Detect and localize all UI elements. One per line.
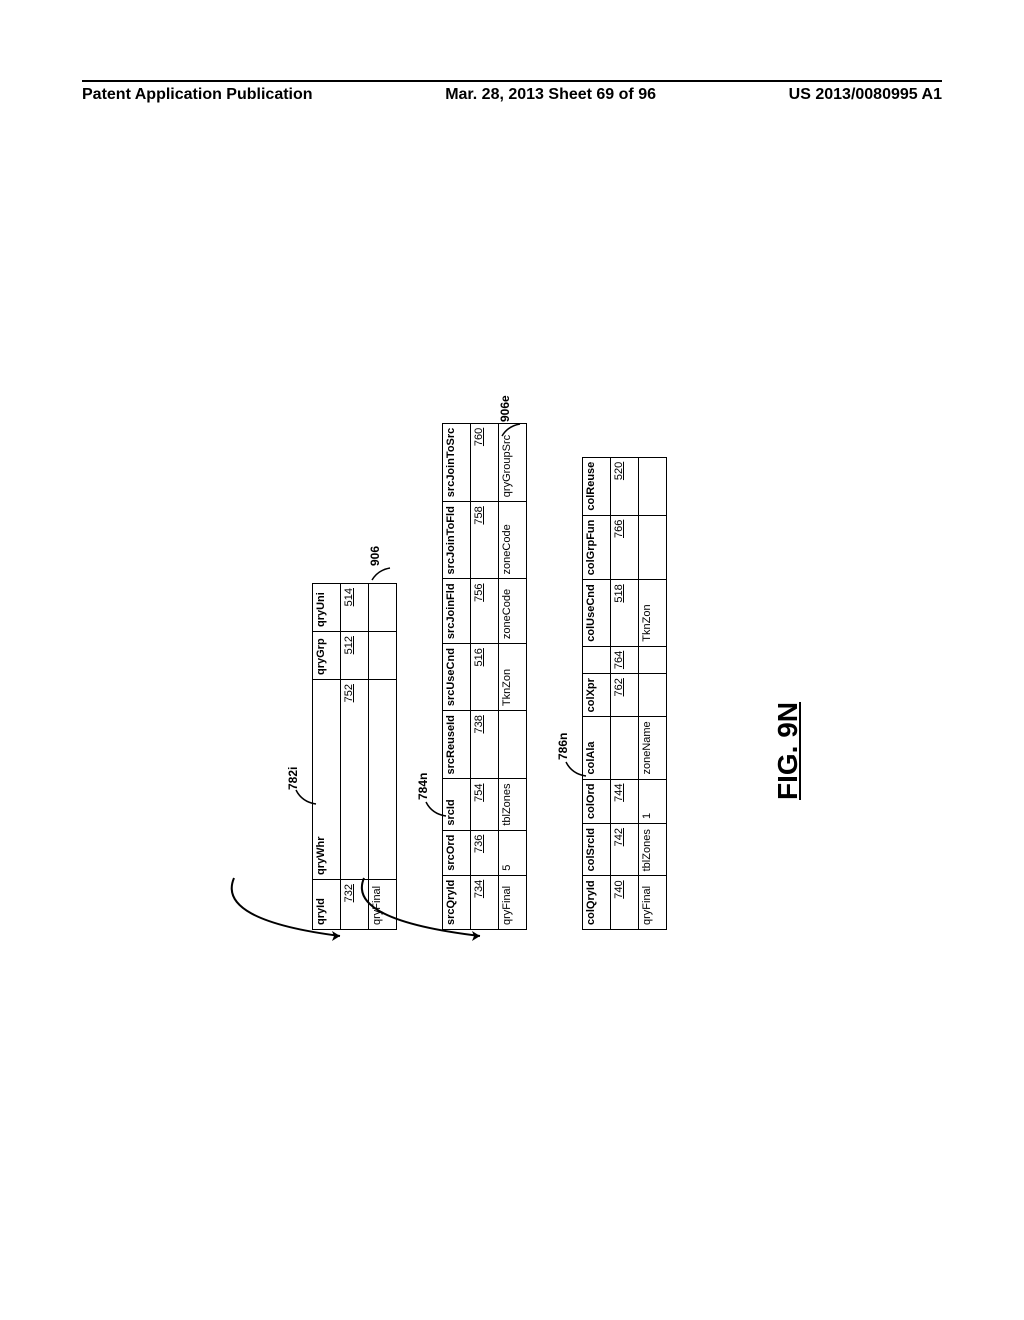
ref: 766 bbox=[611, 515, 639, 580]
ref: 740 bbox=[611, 876, 639, 930]
col: colReuse bbox=[583, 457, 611, 515]
ref: 744 bbox=[611, 779, 639, 823]
ref: 754 bbox=[471, 779, 499, 830]
col bbox=[583, 646, 611, 673]
ref: 742 bbox=[611, 823, 639, 875]
ref: 736 bbox=[471, 830, 499, 875]
table-row: qryFinal 5 tblZones TknZon zoneCode zone… bbox=[499, 423, 527, 929]
header-right: US 2013/0080995 A1 bbox=[789, 86, 942, 104]
col: colXpr bbox=[583, 674, 611, 717]
col: srcOrd bbox=[443, 830, 471, 875]
col: colOrd bbox=[583, 779, 611, 823]
ref: 756 bbox=[471, 579, 499, 644]
col: colSrcId bbox=[583, 823, 611, 875]
col-qryUni: qryUni bbox=[313, 584, 341, 632]
col: srcJoinToFld bbox=[443, 502, 471, 579]
table-786: colQryId colSrcId colOrd colAla colXpr c… bbox=[582, 457, 667, 930]
ref: 762 bbox=[611, 674, 639, 717]
ref: 518 bbox=[611, 580, 639, 646]
ref: 520 bbox=[611, 457, 639, 515]
col-qryWhr: qryWhr bbox=[313, 680, 341, 880]
col: srcJoinToSrc bbox=[443, 423, 471, 502]
table-row: qryFinal tblZones 1 zoneName TknZon bbox=[639, 457, 667, 929]
col: colGrpFun bbox=[583, 515, 611, 580]
connector-arrow bbox=[230, 870, 370, 960]
ref: 512 bbox=[341, 632, 369, 680]
ref: 760 bbox=[471, 423, 499, 502]
header-mid: Mar. 28, 2013 Sheet 69 of 96 bbox=[445, 86, 656, 104]
figure-label: FIG. 9N bbox=[772, 702, 804, 800]
ref: 764 bbox=[611, 646, 639, 673]
ref: 514 bbox=[341, 584, 369, 632]
header-left: Patent Application Publication bbox=[82, 86, 313, 104]
ref: 752 bbox=[341, 680, 369, 880]
col: colUseCnd bbox=[583, 580, 611, 646]
diagram: 782i qryId qryWhr qryGrp qryUni 732 752 … bbox=[82, 170, 942, 1090]
col: colQryId bbox=[583, 876, 611, 930]
col-qryGrp: qryGrp bbox=[313, 632, 341, 680]
table-784: srcQryId srcOrd srcId srcReuseId srcUseC… bbox=[442, 423, 527, 930]
col: srcJoinFld bbox=[443, 579, 471, 644]
ref: 758 bbox=[471, 502, 499, 579]
ref bbox=[611, 717, 639, 779]
ref: 738 bbox=[471, 711, 499, 779]
col: srcUseCnd bbox=[443, 644, 471, 711]
ref: 516 bbox=[471, 644, 499, 711]
col: srcReuseId bbox=[443, 711, 471, 779]
connector-arrow bbox=[360, 870, 510, 960]
